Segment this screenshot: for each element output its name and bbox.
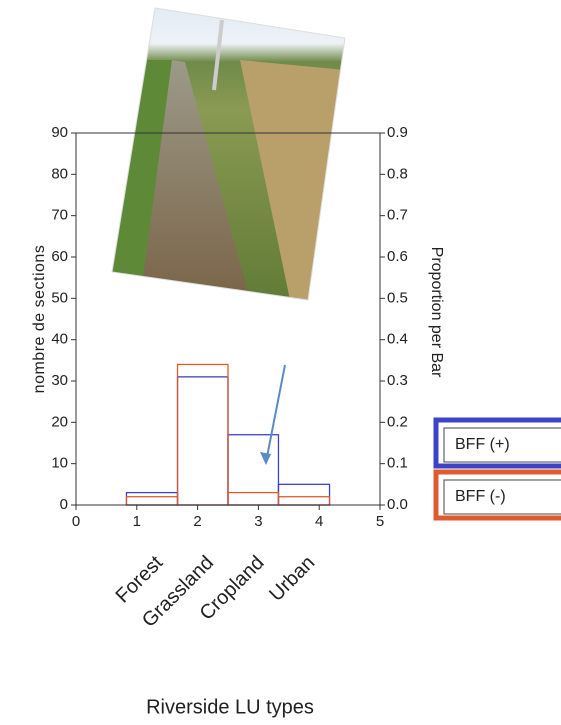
x-tick-label: 1 <box>133 513 141 530</box>
x-tick-label: 3 <box>254 513 262 530</box>
y-tick-label: 50 <box>51 289 68 306</box>
legend-inner <box>443 479 561 515</box>
bar <box>227 491 280 506</box>
y2-tick-label: 0.7 <box>387 207 408 224</box>
photo <box>112 8 345 300</box>
x-tick-label: 5 <box>376 513 384 530</box>
bar <box>227 434 280 506</box>
bar <box>125 491 179 506</box>
y2-tick-label: 0.6 <box>387 248 408 265</box>
x-tick-label: 0 <box>72 513 80 530</box>
bar <box>277 483 331 506</box>
bar <box>125 496 179 506</box>
y-tick-label: 10 <box>51 455 68 472</box>
y-tick-label: 20 <box>51 413 68 430</box>
bar <box>176 376 229 506</box>
y-tick-label: 40 <box>51 331 68 348</box>
x-axis-label: Riverside LU types <box>146 696 314 718</box>
x-tick-label: 4 <box>315 513 323 530</box>
legend-inner <box>443 427 561 463</box>
bar <box>277 496 331 506</box>
category-label: Urban <box>265 552 319 606</box>
legend-label: BFF (-) <box>455 488 506 505</box>
y2-tick-label: 0.3 <box>387 372 408 389</box>
y2-tick-label: 0.4 <box>387 331 408 348</box>
y2-axis-label: Proportion per Bar <box>428 247 445 378</box>
arrow <box>265 364 286 463</box>
y2-tick-label: 0.9 <box>387 124 408 141</box>
arrow-head <box>260 452 271 465</box>
legend-label: BFF (+) <box>455 436 510 453</box>
y2-tick-label: 0.1 <box>387 455 408 472</box>
bar <box>176 363 229 506</box>
y-tick-label: 30 <box>51 372 68 389</box>
y-tick-label: 70 <box>51 207 68 224</box>
legend-item: BFF (+) <box>433 417 561 469</box>
y2-tick-label: 0.2 <box>387 413 408 430</box>
y2-tick-label: 0.5 <box>387 289 408 306</box>
y2-tick-label: 0.0 <box>387 496 408 513</box>
y-tick-label: 80 <box>51 165 68 182</box>
y-tick-label: 60 <box>51 248 68 265</box>
x-tick-label: 2 <box>193 513 201 530</box>
y-tick-label: 0 <box>60 496 68 513</box>
y2-tick-label: 0.8 <box>387 165 408 182</box>
y-tick-label: 90 <box>51 124 68 141</box>
y-axis-label: nombre de sections <box>31 245 48 394</box>
photo-border <box>111 7 346 301</box>
legend-item: BFF (-) <box>433 469 561 521</box>
